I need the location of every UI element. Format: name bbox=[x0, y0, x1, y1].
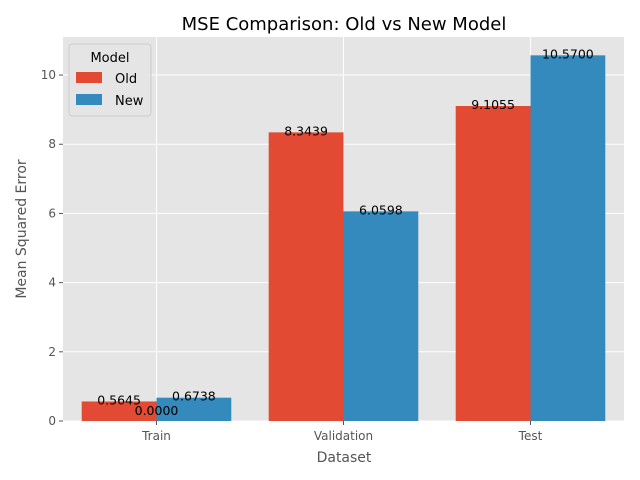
bars bbox=[81, 55, 606, 422]
bar-value-label: 8.3439 bbox=[284, 123, 328, 138]
y-tick-label: 6 bbox=[48, 206, 56, 220]
bar-new-test bbox=[530, 55, 606, 421]
bar-new-train bbox=[156, 397, 232, 421]
x-tick-label: Train bbox=[141, 429, 171, 443]
x-axis-label: Dataset bbox=[317, 450, 372, 466]
bar-old-train bbox=[81, 401, 157, 421]
x-tick-label: Test bbox=[518, 429, 543, 443]
legend-label-old: Old bbox=[115, 72, 137, 87]
y-tick-label: 2 bbox=[48, 345, 56, 359]
legend-swatch-old bbox=[76, 72, 102, 83]
bar-old-validation bbox=[268, 132, 344, 421]
legend-title: Model bbox=[90, 51, 129, 66]
bar-value-label: 0.5645 bbox=[97, 392, 141, 407]
bar-new-validation bbox=[343, 211, 419, 421]
legend-swatch-new bbox=[76, 94, 102, 105]
bar-value-label: 9.1055 bbox=[471, 97, 515, 112]
y-axis-ticks: 0 2 4 6 8 10 bbox=[41, 68, 63, 428]
y-axis-label: Mean Squared Error bbox=[14, 159, 30, 299]
chart-title: MSE Comparison: Old vs New Model bbox=[182, 14, 507, 35]
y-tick-label: 8 bbox=[48, 137, 56, 151]
zero-annotation-label: 0.0000 bbox=[135, 403, 179, 418]
bar-value-label: 0.6738 bbox=[172, 389, 216, 404]
bar-value-label: 10.5700 bbox=[542, 46, 594, 61]
x-axis-ticks: Train Validation Test bbox=[141, 421, 543, 443]
y-tick-label: 10 bbox=[41, 68, 56, 82]
legend: Model Old New bbox=[68, 43, 152, 117]
y-tick-label: 4 bbox=[48, 276, 56, 290]
legend-label-new: New bbox=[115, 94, 144, 109]
y-tick-label: 0 bbox=[48, 414, 56, 428]
x-tick-label: Validation bbox=[314, 429, 373, 443]
bar-old-test bbox=[455, 105, 531, 422]
bar-value-labels: 0.5645 8.3439 9.1055 0.6738 6.0598 10.5700 0.0… bbox=[97, 46, 594, 418]
bar-value-label: 6.0598 bbox=[359, 202, 403, 217]
legend-entries: Old New bbox=[76, 72, 144, 109]
